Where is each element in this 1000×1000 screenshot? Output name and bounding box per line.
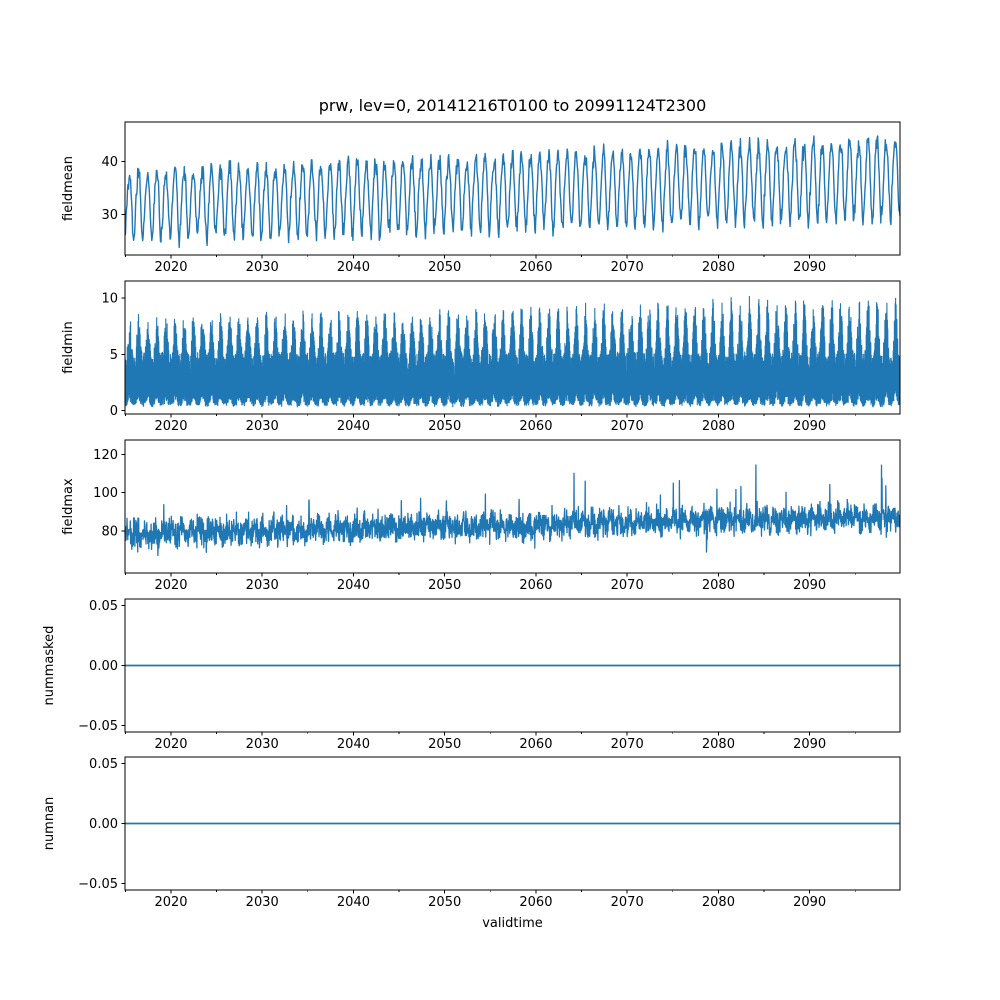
x-axis-label: validtime <box>482 916 543 931</box>
panel-fieldmin: 2020 2030 2040 2050 2060 2070 2080 2090 0 5 10 fiel… <box>61 280 901 434</box>
y-tick-label: 80 <box>101 524 118 539</box>
fieldmin-axes-spines <box>124 280 901 415</box>
y-tick-label: 0.05 <box>89 757 118 772</box>
y-tick-label: 0 <box>110 404 118 419</box>
fieldmax-ylabel: fieldmax <box>61 478 76 535</box>
x-tick-label: 2070 <box>611 419 644 434</box>
x-tick-label: 2090 <box>793 578 826 593</box>
y-tick-label: 0.05 <box>89 599 118 614</box>
x-tick-label: 2050 <box>428 895 461 910</box>
x-tick-label: 2020 <box>154 895 187 910</box>
x-tick-label: 2060 <box>519 737 552 752</box>
y-tick-label: −0.05 <box>78 877 118 892</box>
x-tick-label: 2060 <box>519 419 552 434</box>
x-tick-label: 2070 <box>611 895 644 910</box>
x-tick-label: 2030 <box>246 895 279 910</box>
x-tick-label: 2090 <box>793 419 826 434</box>
y-tick-label: 100 <box>93 486 118 501</box>
panel-nummasked: 2020 2030 2040 2050 2060 2070 2080 2090 −0.05 0.0… <box>42 598 901 752</box>
x-tick-label: 2020 <box>154 737 187 752</box>
x-tick-label: 2080 <box>702 578 735 593</box>
panel-numnan: 2020 2030 2040 2050 2060 2070 2080 2090 −0.05 0.0… <box>42 756 901 910</box>
x-tick-label: 2030 <box>246 737 279 752</box>
x-tick-label: 2050 <box>428 578 461 593</box>
figure-title: prw, lev=0, 20141216T0100 to 20991124T23… <box>318 96 707 115</box>
x-tick-label: 2020 <box>154 260 187 275</box>
panel-fieldmax: 2020 2030 2040 2050 2060 2070 2080 2090 80 100 120… <box>61 439 901 593</box>
x-tick-label: 2030 <box>246 260 279 275</box>
y-tick-label: −0.05 <box>78 719 118 734</box>
fieldmin-series-line <box>124 295 901 408</box>
panel-fieldmean: 2020 2030 2040 2050 2060 2070 2080 2090 30 40 fiel… <box>61 121 901 275</box>
x-tick-label: 2060 <box>519 895 552 910</box>
x-tick-label: 2050 <box>428 260 461 275</box>
x-tick-label: 2040 <box>337 260 370 275</box>
y-tick-label: 40 <box>101 155 118 170</box>
fieldmin-ylabel: fieldmin <box>61 321 76 374</box>
x-tick-label: 2070 <box>611 578 644 593</box>
x-tick-label: 2060 <box>519 260 552 275</box>
y-tick-label: 0.00 <box>89 659 118 674</box>
x-tick-label: 2030 <box>246 419 279 434</box>
y-tick-label: 0.00 <box>89 817 118 832</box>
y-tick-label: 10 <box>101 291 118 306</box>
x-tick-label: 2090 <box>793 260 826 275</box>
x-tick-label: 2060 <box>519 578 552 593</box>
x-tick-label: 2050 <box>428 419 461 434</box>
x-tick-label: 2090 <box>793 895 826 910</box>
x-tick-label: 2040 <box>337 895 370 910</box>
fieldmean-axes-spines <box>124 121 901 256</box>
x-tick-label: 2020 <box>154 578 187 593</box>
x-tick-label: 2050 <box>428 737 461 752</box>
y-tick-label: 5 <box>110 348 118 363</box>
nummasked-ylabel: nummasked <box>42 626 57 706</box>
x-tick-label: 2070 <box>611 260 644 275</box>
x-tick-label: 2020 <box>154 419 187 434</box>
x-tick-label: 2070 <box>611 737 644 752</box>
fieldmax-axes-spines <box>124 439 901 574</box>
x-tick-label: 2080 <box>702 419 735 434</box>
x-tick-label: 2040 <box>337 578 370 593</box>
x-tick-label: 2040 <box>337 737 370 752</box>
x-tick-label: 2030 <box>246 578 279 593</box>
fieldmean-series-line <box>124 135 901 249</box>
x-tick-label: 2090 <box>793 737 826 752</box>
y-tick-label: 30 <box>101 208 118 223</box>
fieldmean-ylabel: fieldmean <box>61 156 76 221</box>
x-tick-label: 2080 <box>702 737 735 752</box>
fieldmax-series-line <box>124 464 901 557</box>
x-tick-label: 2080 <box>702 895 735 910</box>
x-tick-label: 2080 <box>702 260 735 275</box>
x-tick-label: 2040 <box>337 419 370 434</box>
y-tick-label: 120 <box>93 448 118 463</box>
numnan-ylabel: numnan <box>42 797 57 851</box>
